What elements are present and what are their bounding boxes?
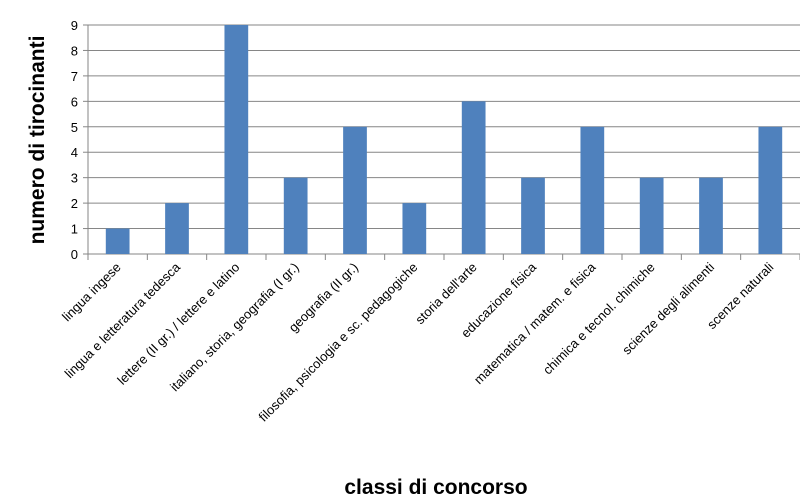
category-label: italiano, storia, geografia (I gr.)	[167, 260, 302, 395]
y-tick-labels: 0 1 2 3 4 5 6 7 8 9	[71, 18, 78, 262]
category-label: storia dell'arte	[412, 260, 480, 328]
bar	[461, 101, 486, 254]
axes	[83, 24, 800, 260]
bar	[343, 126, 367, 254]
bar	[165, 203, 189, 254]
y-tick-label: 5	[71, 120, 78, 135]
gridlines	[88, 24, 800, 230]
category-label: lingua e letteratura tedesca	[62, 259, 184, 381]
bar	[283, 177, 308, 254]
y-tick-label: 8	[71, 43, 78, 58]
bar	[639, 177, 664, 254]
y-tick-label: 1	[71, 222, 78, 237]
x-axis-label: classi di concorso	[344, 476, 527, 499]
y-tick-label: 4	[71, 145, 78, 160]
y-tick-label: 6	[71, 94, 78, 109]
bar	[105, 228, 130, 254]
bar	[758, 126, 783, 254]
y-tick-label: 2	[71, 196, 78, 211]
y-tick-label: 9	[71, 18, 78, 33]
y-axis-label: numero di tirocinanti	[26, 36, 49, 245]
category-label: lingua ingese	[59, 260, 124, 325]
bar	[699, 177, 723, 254]
category-label: matematica / matem. e fisica	[471, 259, 599, 387]
bar	[402, 203, 427, 254]
bars	[105, 25, 783, 254]
y-tick-label: 0	[71, 247, 78, 262]
bar	[521, 177, 545, 254]
category-label: lettere (II gr.) / lettere e latino	[114, 260, 242, 388]
y-tick-label: 7	[71, 69, 78, 84]
category-label: chimica e tecnol. chimiche	[540, 260, 658, 378]
bar	[580, 126, 605, 254]
bar	[224, 25, 249, 254]
y-tick-label: 3	[71, 171, 78, 186]
